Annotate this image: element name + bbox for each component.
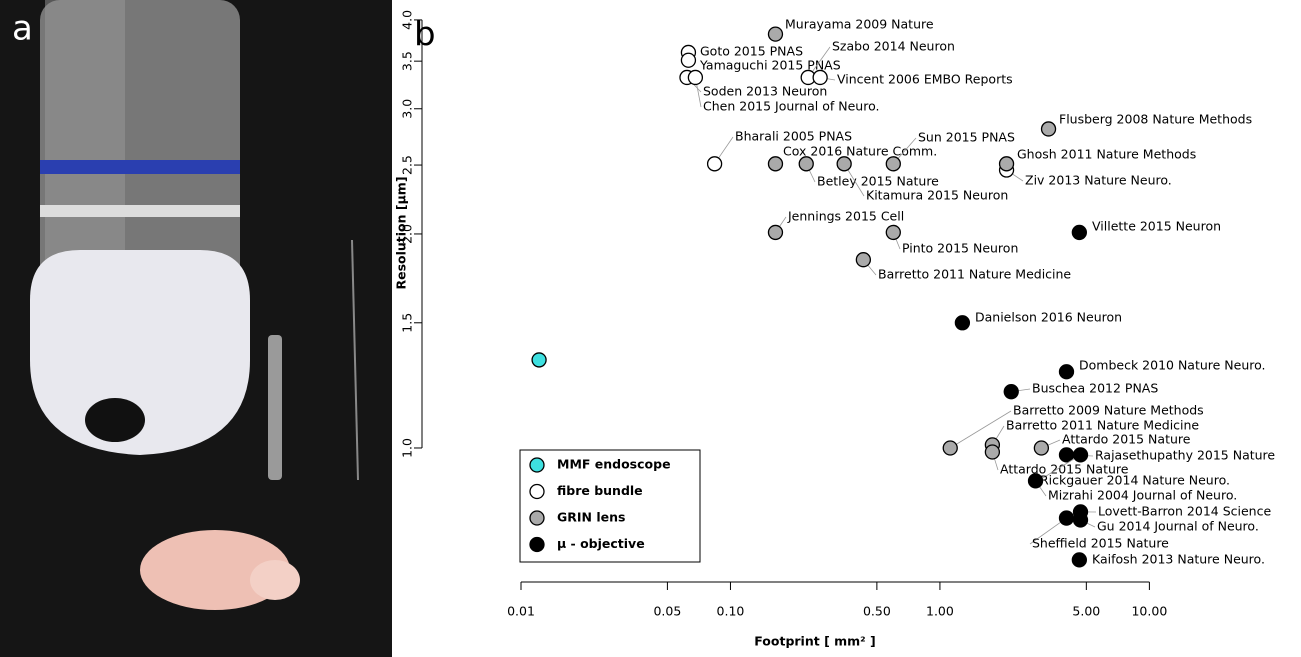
point-label: Sun 2015 PNAS [918,130,1015,145]
point [837,157,851,171]
legend-marker [530,485,544,499]
point [708,157,722,171]
point-label: Kaifosh 2013 Nature Neuro. [1092,552,1265,567]
x-tick-label: 0.10 [717,604,745,619]
legend-marker [530,511,544,525]
point-label: Attardo 2015 Nature [1062,432,1191,447]
point-label: Murayama 2009 Nature [785,17,934,32]
point-label: Soden 2013 Neuron [703,84,827,99]
y-tick-label: 2.5 [400,155,415,175]
point [1000,157,1014,171]
point [768,27,782,41]
point [768,157,782,171]
figure: a b Footprint [ mm² ] Resolution [µm] 0.… [0,0,1301,657]
point [886,157,900,171]
point [886,225,900,239]
point [1074,513,1088,527]
x-tick-label: 0.01 [507,604,535,619]
point [1072,553,1086,567]
point-label: Danielson 2016 Neuron [975,310,1122,325]
legend-label: µ - objective [557,536,645,551]
point [768,225,782,239]
panel-label: a [12,9,33,49]
y-tick-label: 1.5 [400,313,415,333]
legend-label: GRIN lens [557,510,625,525]
panel-label: b [414,15,436,55]
point [1072,225,1086,239]
point [681,53,695,67]
x-tick-label: 5.00 [1072,604,1100,619]
point-label: Flusberg 2008 Nature Methods [1059,112,1252,127]
point [1074,448,1088,462]
point-label: Szabo 2014 Neuron [832,39,955,54]
point-label: Barretto 2011 Nature Medicine [878,267,1071,282]
point-label: Bharali 2005 PNAS [735,129,852,144]
point [1004,385,1018,399]
point-label: Gu 2014 Journal of Neuro. [1097,519,1259,534]
point-label: Ghosh 2011 Nature Methods [1017,147,1196,162]
point [688,70,702,84]
point [1042,122,1056,136]
point [943,441,957,455]
point-label: Rajasethupathy 2015 Nature [1095,448,1275,463]
point [955,316,969,330]
point-label: Mizrahi 2004 Journal of Neuro. [1048,488,1237,503]
y-tick-label: 3.5 [400,51,415,71]
point-label: Ziv 2013 Nature Neuro. [1025,173,1172,188]
point-label: Chen 2015 Journal of Neuro. [703,99,879,114]
point-label: Vincent 2006 EMBO Reports [837,72,1013,87]
x-tick-label: 10.00 [1131,604,1167,619]
point-label: Sheffield 2015 Nature [1032,536,1169,551]
legend-label: fibre bundle [557,483,643,498]
y-tick-label: 2.0 [400,224,415,244]
point [1029,474,1043,488]
legend-label: MMF endoscope [557,457,671,472]
point-label: Betley 2015 Nature [817,174,939,189]
x-tick-label: 0.05 [653,604,681,619]
point-label: Buschea 2012 PNAS [1032,381,1158,396]
y-tick-label: 1.0 [400,438,415,458]
point-label: Dombeck 2010 Nature Neuro. [1079,358,1266,373]
point [532,353,546,367]
point-label: Barretto 2009 Nature Methods [1013,403,1204,418]
point [799,157,813,171]
x-axis-title: Footprint [ mm² ] [754,634,875,649]
point [985,445,999,459]
x-tick-label: 1.00 [926,604,954,619]
point [1059,365,1073,379]
point [1034,441,1048,455]
photo [0,0,392,657]
point-label: Goto 2015 PNAS [700,44,803,59]
point-label: Kitamura 2015 Neuron [866,188,1008,203]
point-label: Barretto 2011 Nature Medicine [1006,418,1199,433]
point-label: Lovett-Barron 2014 Science [1098,504,1271,519]
point-label: Jennings 2015 Cell [787,209,904,224]
x-tick-label: 0.50 [863,604,891,619]
point [856,253,870,267]
legend-marker [530,458,544,472]
point-label: Pinto 2015 Neuron [902,241,1018,256]
y-tick-label: 4.0 [400,10,415,30]
point-label: Rickgauer 2014 Nature Neuro. [1040,473,1230,488]
legend-marker [530,538,544,552]
point [813,70,827,84]
point [1059,511,1073,525]
y-tick-label: 3.0 [400,99,415,119]
point-label: Villette 2015 Neuron [1092,219,1221,234]
point [1059,448,1073,462]
